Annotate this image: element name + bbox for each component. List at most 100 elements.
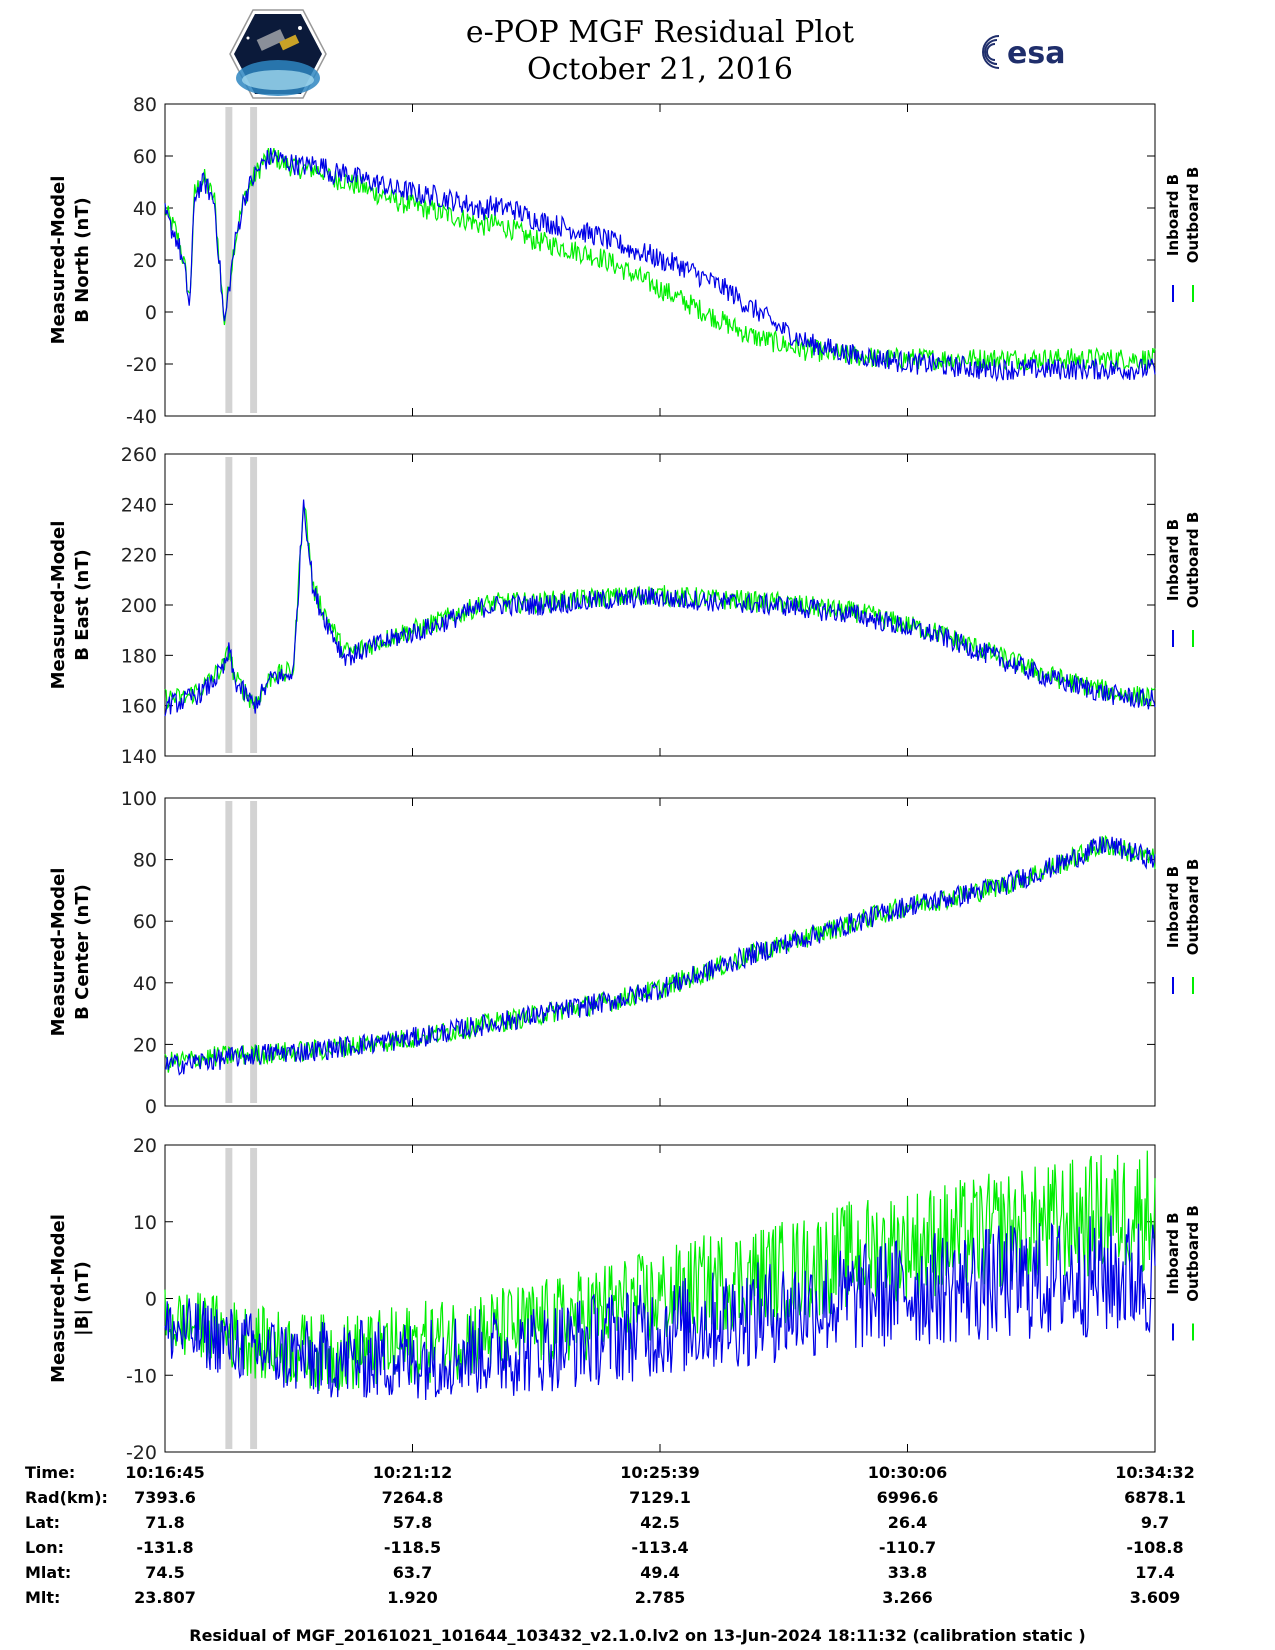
- info-row-value: 57.8: [393, 1513, 432, 1532]
- panel-2-ytick-label: 180: [121, 645, 157, 667]
- panel-4-series-outboard: [164, 1150, 1156, 1391]
- panel-3-ytick-label: 80: [133, 850, 157, 872]
- panel-3-legend-inboard: Inboard B: [1164, 866, 1182, 948]
- panel-2-legend-outboard: Outboard B: [1184, 512, 1202, 609]
- info-row-value: 10:21:12: [373, 1463, 453, 1482]
- info-row-label: Mlt:: [25, 1588, 60, 1607]
- panel-1-ytick-label: -20: [126, 354, 157, 376]
- info-row-label: Lat:: [25, 1513, 60, 1532]
- panel-2-ytick-label: 200: [121, 595, 157, 617]
- info-row-value: 33.8: [888, 1563, 927, 1582]
- info-row-value: 10:34:32: [1115, 1463, 1195, 1482]
- panel-4-legend-inboard: Inboard B: [1164, 1212, 1182, 1294]
- info-row-value: 71.8: [145, 1513, 184, 1532]
- panel-3-ytick-label: 0: [145, 1096, 157, 1118]
- info-row-value: 7264.8: [382, 1488, 444, 1507]
- panel-1-ytick-label: 60: [133, 146, 157, 168]
- panel-3-frame: [164, 797, 1156, 1107]
- panel-2-ytick-label: 140: [121, 746, 157, 768]
- panel-2-frame: [164, 453, 1156, 757]
- info-row-value: 3.266: [882, 1588, 933, 1607]
- panel-1-gap-band-1: [225, 107, 233, 413]
- panel-1-ytick-label: 80: [133, 94, 157, 116]
- panel-4-legend-outboard: Outboard B: [1184, 1205, 1202, 1302]
- panel-1-ytick-label: -40: [126, 406, 157, 428]
- info-row-value: -131.8: [136, 1538, 193, 1557]
- panel-3-gap-band-2: [250, 801, 258, 1103]
- panel-3-ytick-label: 20: [133, 1034, 157, 1056]
- panel-3-ytick-label: 40: [133, 973, 157, 995]
- panel-2-gap-band-1: [225, 457, 233, 753]
- info-row-value: -108.8: [1126, 1538, 1183, 1557]
- esa-logo-icon: esa: [982, 35, 1065, 71]
- panel-4-ytick-label: -10: [126, 1365, 157, 1387]
- panel-3-ylabel-line-1: Measured-Model: [48, 868, 69, 1037]
- panel-2-ytick-label: 160: [121, 696, 157, 718]
- panel-4-ytick-label: 0: [145, 1289, 157, 1311]
- panel-4-ytick-label: 20: [133, 1135, 157, 1157]
- info-row-value: 42.5: [640, 1513, 679, 1532]
- panel-1-ytick-label: 0: [145, 302, 157, 324]
- info-row-value: 17.4: [1135, 1563, 1174, 1582]
- info-row-value: 10:25:39: [620, 1463, 700, 1482]
- info-row-value: 10:30:06: [868, 1463, 948, 1482]
- panel-1-series-outboard: [164, 147, 1156, 372]
- title-line-1: e-POP MGF Residual Plot: [465, 15, 855, 50]
- panel-1-series-inboard: [164, 147, 1156, 383]
- info-row-value: -113.4: [631, 1538, 688, 1557]
- info-row-value: 9.7: [1141, 1513, 1169, 1532]
- info-row-value: -110.7: [879, 1538, 936, 1557]
- mission-logo-icon: [229, 9, 327, 99]
- info-row-value: 2.785: [635, 1588, 686, 1607]
- panel-2-ytick-label: 220: [121, 545, 157, 567]
- info-row-value: 1.920: [387, 1588, 438, 1607]
- panel-2-legend-inboard: Inboard B: [1164, 519, 1182, 601]
- panel-1-gap-band-2: [250, 107, 258, 413]
- info-row-value: 74.5: [145, 1563, 184, 1582]
- panel-2-ylabel-line-2: B East (nT): [72, 549, 93, 661]
- panel-4-ytick-label: 10: [133, 1212, 157, 1234]
- panel-3-legend-outboard: Outboard B: [1184, 859, 1202, 956]
- panel-1-legend-outboard: Outboard B: [1184, 167, 1202, 264]
- footer-caption: Residual of MGF_20161021_101644_103432_v…: [189, 1626, 1086, 1645]
- info-row-value: 7393.6: [134, 1488, 196, 1507]
- esa-logo-text: esa: [1007, 36, 1065, 71]
- info-row-label: Lon:: [25, 1538, 64, 1557]
- info-row-value: 26.4: [888, 1513, 927, 1532]
- panel-1-ylabel-line-2: B North (nT): [72, 197, 93, 323]
- panel-3-series-inboard: [164, 836, 1156, 1076]
- panel-2-ytick-label: 260: [121, 444, 157, 466]
- panel-3-series-outboard: [164, 834, 1156, 1073]
- title-line-2: October 21, 2016: [527, 52, 793, 87]
- info-row-value: 3.609: [1130, 1588, 1181, 1607]
- panel-4-gap-band-2: [250, 1148, 258, 1449]
- info-row-value: -118.5: [384, 1538, 441, 1557]
- info-row-value: 23.807: [134, 1588, 196, 1607]
- panel-1-ytick-label: 40: [133, 198, 157, 220]
- info-row-label: Rad(km):: [25, 1488, 108, 1507]
- info-row-value: 63.7: [393, 1563, 432, 1582]
- info-row-value: 6996.6: [877, 1488, 939, 1507]
- panel-2-series-inboard: [164, 499, 1156, 717]
- panel-2-series-outboard: [164, 503, 1156, 710]
- panel-3-ytick-label: 100: [121, 788, 157, 810]
- info-row-value: 6878.1: [1124, 1488, 1186, 1507]
- panel-4-ylabel-line-2: |B| (nT): [72, 1261, 93, 1336]
- panel-1-ylabel-line-1: Measured-Model: [48, 176, 69, 345]
- info-row-value: 7129.1: [629, 1488, 691, 1507]
- info-row-value: 10:16:45: [125, 1463, 205, 1482]
- panel-2-gap-band-2: [250, 457, 258, 753]
- panel-2-ytick-label: 240: [121, 494, 157, 516]
- info-row-label: Mlat:: [25, 1563, 71, 1582]
- page-title: e-POP MGF Residual Plot October 21, 2016: [380, 14, 940, 88]
- panel-4-ylabel-line-1: Measured-Model: [48, 1214, 69, 1383]
- panel-1-ytick-label: 20: [133, 250, 157, 272]
- info-row-label: Time:: [25, 1463, 75, 1482]
- panel-3-ylabel-line-2: B Center (nT): [72, 884, 93, 1020]
- panel-4-ytick-label: -20: [126, 1442, 157, 1464]
- panel-4-gap-band-1: [225, 1148, 233, 1449]
- panel-4-series-inboard: [164, 1215, 1156, 1401]
- panel-1-legend-inboard: Inboard B: [1164, 174, 1182, 256]
- panel-3-ytick-label: 60: [133, 911, 157, 933]
